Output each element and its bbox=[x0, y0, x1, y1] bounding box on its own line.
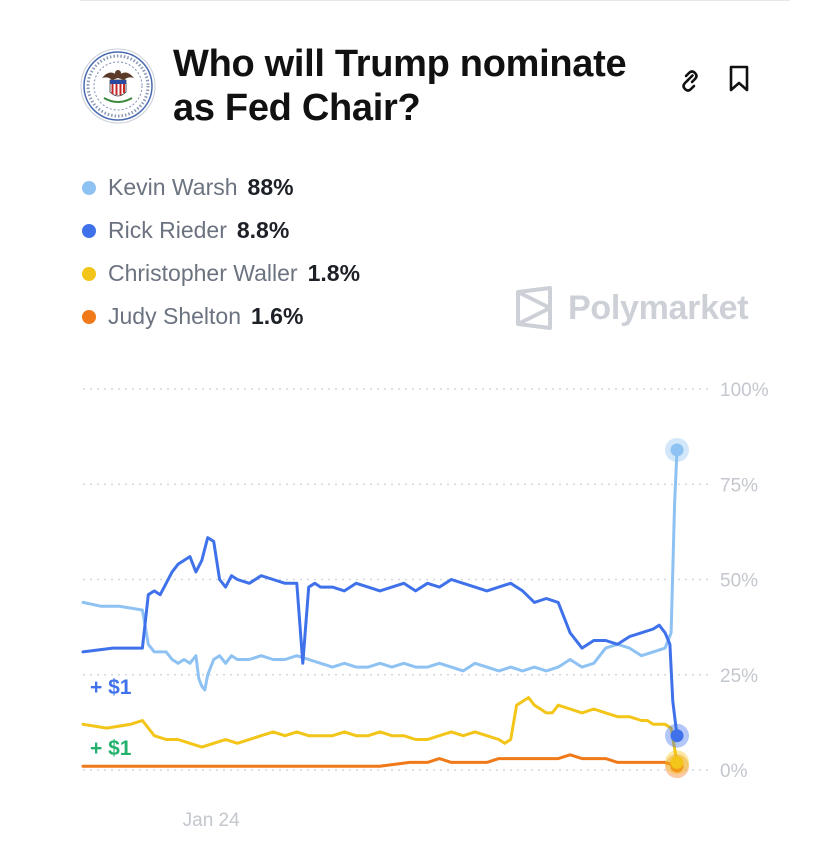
chart-series bbox=[81, 448, 679, 768]
legend-dot bbox=[82, 309, 96, 324]
y-tick-label: 100% bbox=[720, 380, 769, 401]
y-tick-label: 75% bbox=[720, 475, 758, 496]
legend-name: Judy Shelton bbox=[108, 303, 241, 329]
polymarket-logo-icon bbox=[516, 286, 552, 330]
page-title: Who will Trump nominate as Fed Chair? bbox=[173, 43, 627, 129]
series-line-kevin-warsh bbox=[81, 448, 679, 692]
chart-grid bbox=[83, 388, 708, 771]
legend-item: Christopher Waller 1.8% bbox=[82, 252, 360, 295]
series-line-christopher-waller bbox=[81, 696, 679, 764]
end-marker-kevin-warsh bbox=[670, 443, 684, 457]
copy-link-icon[interactable] bbox=[674, 62, 706, 94]
bookmark-icon[interactable] bbox=[724, 62, 754, 94]
legend-value: 1.6% bbox=[250, 303, 304, 329]
legend-value: 88% bbox=[247, 174, 294, 200]
legend-value: 8.8% bbox=[236, 217, 290, 243]
x-tick-label: Jan 24 bbox=[183, 810, 240, 831]
legend-item: Rick Rieder 8.8% bbox=[82, 209, 360, 252]
chart-labels: 100% 75% 50% 25% 0% Jan 24 + $1 + $1 bbox=[90, 380, 769, 831]
series-line-rick-rieder bbox=[81, 536, 679, 738]
legend-name: Christopher Waller bbox=[108, 260, 298, 286]
chart-end-markers bbox=[665, 437, 689, 779]
y-tick-label: 0% bbox=[720, 761, 748, 782]
series-line-judy-shelton bbox=[81, 753, 679, 768]
legend-name: Kevin Warsh bbox=[108, 174, 238, 200]
legend-value: 1.8% bbox=[307, 260, 361, 286]
y-tick-label: 50% bbox=[720, 571, 758, 592]
legend-name: Rick Rieder bbox=[108, 217, 227, 243]
bet-label: + $1 bbox=[90, 676, 132, 699]
watermark-text: Polymarket bbox=[568, 288, 749, 327]
polymarket-watermark: Polymarket bbox=[514, 286, 749, 330]
legend-dot bbox=[82, 266, 96, 281]
end-marker-christopher-waller bbox=[670, 755, 684, 769]
legend-dot bbox=[82, 223, 96, 238]
legend-item: Kevin Warsh 88% bbox=[82, 166, 360, 209]
federal-reserve-seal-icon bbox=[80, 48, 156, 124]
chart-legend: Kevin Warsh 88% Rick Rieder 8.8% Christo… bbox=[82, 166, 360, 338]
top-divider bbox=[80, 0, 790, 1]
y-tick-label: 25% bbox=[720, 666, 758, 687]
bet-label: + $1 bbox=[90, 737, 132, 760]
end-marker-rick-rieder bbox=[670, 729, 684, 743]
legend-dot bbox=[82, 180, 96, 195]
price-history-chart: 100% 75% 50% 25% 0% Jan 24 + $1 + $1 bbox=[81, 380, 769, 831]
legend-item: Judy Shelton 1.6% bbox=[82, 295, 360, 338]
